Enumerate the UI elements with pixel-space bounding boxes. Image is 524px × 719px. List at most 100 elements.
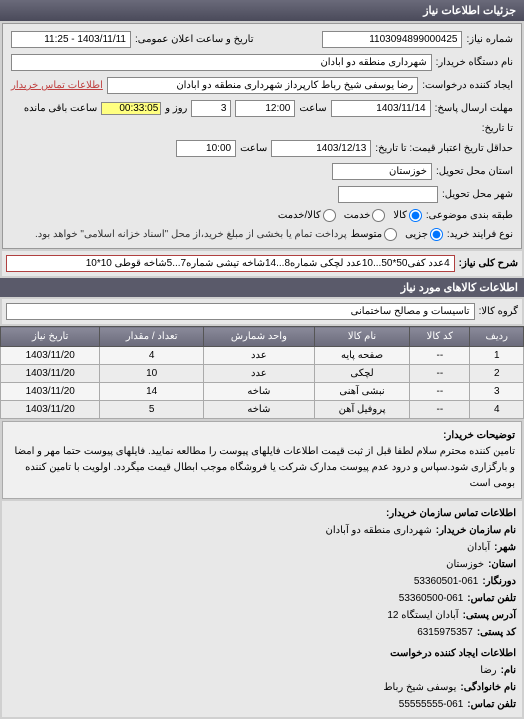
deadline-label: مهلت ارسال پاسخ: bbox=[435, 103, 513, 114]
th-date: تاریخ نیاز bbox=[1, 327, 100, 347]
datetime-label: تاریخ و ساعت اعلان عمومی: bbox=[135, 34, 254, 45]
need-number-input[interactable] bbox=[322, 31, 462, 48]
contact-title: اطلاعات تماس سازمان خریدار: bbox=[386, 505, 516, 522]
contact-phone-label: تلفن تماس: bbox=[467, 696, 516, 713]
th-code: کد کالا bbox=[410, 327, 470, 347]
group-label: گروه کالا: bbox=[479, 306, 518, 317]
phone-value: 53360500-061 bbox=[399, 590, 464, 607]
radio-goods[interactable]: کالا bbox=[393, 209, 422, 222]
table-cell: شاخه bbox=[203, 401, 314, 419]
phone-label: تلفن تماس: bbox=[467, 590, 516, 607]
radio-goods-input[interactable] bbox=[409, 209, 422, 222]
table-cell: 5 bbox=[100, 401, 203, 419]
th-unit: واحد شمارش bbox=[203, 327, 314, 347]
postal-value: 6315975357 bbox=[417, 624, 473, 641]
radio-service[interactable]: خدمت bbox=[344, 209, 386, 222]
table-cell: 1403/11/20 bbox=[1, 365, 100, 383]
need-number-label: شماره نیاز: bbox=[466, 34, 513, 45]
row-deadline: مهلت ارسال پاسخ: ساعت روز و ساعت باقی ما… bbox=[7, 97, 517, 120]
table-header-row: ردیف کد کالا نام کالا واحد شمارش تعداد /… bbox=[1, 327, 524, 347]
th-name: نام کالا bbox=[314, 327, 409, 347]
table-row: 2--لچکیعدد101403/11/20 bbox=[1, 365, 524, 383]
main-form-panel: شماره نیاز: تاریخ و ساعت اعلان عمومی: نا… bbox=[2, 23, 522, 249]
table-cell: پروفیل آهن bbox=[314, 401, 409, 419]
surname-label: نام خانوادگی: bbox=[460, 679, 516, 696]
deadline-date-input[interactable] bbox=[331, 100, 431, 117]
row-buyer-org: نام دستگاه خریدار: bbox=[7, 51, 517, 74]
table-cell: 3 bbox=[470, 383, 524, 401]
contact-link[interactable]: اطلاعات تماس خریدار bbox=[11, 80, 103, 91]
radio-service-input[interactable] bbox=[372, 209, 385, 222]
th-qty: تعداد / مقدار bbox=[100, 327, 203, 347]
creator-label: ایجاد کننده درخواست: bbox=[422, 80, 513, 91]
table-cell: صفحه پایه bbox=[314, 347, 409, 365]
items-table: ردیف کد کالا نام کالا واحد شمارش تعداد /… bbox=[0, 326, 524, 419]
table-row: 4--پروفیل آهنشاخه51403/11/20 bbox=[1, 401, 524, 419]
deadline-hour-input[interactable] bbox=[235, 100, 295, 117]
days-input[interactable] bbox=[191, 100, 231, 117]
row-validity: حداقل تاریخ اعتبار قیمت: تا تاریخ: ساعت bbox=[7, 137, 517, 160]
table-row: 3--نبشی آهنیشاخه141403/11/20 bbox=[1, 383, 524, 401]
header-title: جزئیات اطلاعات نیاز bbox=[423, 5, 516, 17]
table-cell: 4 bbox=[470, 401, 524, 419]
group-input[interactable] bbox=[6, 303, 475, 320]
radio-both[interactable]: کالا/خدمت bbox=[278, 209, 336, 222]
need-title-input[interactable] bbox=[6, 255, 455, 272]
contact-info-block: اطلاعات تماس سازمان خریدار: نام سازمان خ… bbox=[2, 501, 522, 717]
table-cell: لچکی bbox=[314, 365, 409, 383]
org-value: شهرداری منطقه دو آبادان bbox=[326, 522, 432, 539]
validity-date-input[interactable] bbox=[271, 140, 371, 157]
items-section-title: اطلاعات کالاهای مورد نیاز bbox=[0, 278, 524, 297]
row-purchase-type: نوع فرایند خرید: جزیی متوسط پرداخت تمام … bbox=[7, 225, 517, 244]
table-row: 1--صفحه پایهعدد41403/11/20 bbox=[1, 347, 524, 365]
table-cell: 10 bbox=[100, 365, 203, 383]
category-label: طبقه بندی موضوعی: bbox=[426, 210, 513, 221]
table-cell: 2 bbox=[470, 365, 524, 383]
name-value: رضا bbox=[480, 662, 496, 679]
table-cell: شاخه bbox=[203, 383, 314, 401]
radio-micro[interactable]: جزیی bbox=[405, 228, 443, 241]
city-label: شهر محل تحویل: bbox=[442, 189, 513, 200]
row-category: طبقه بندی موضوعی: کالا خدمت کالا/خدمت bbox=[7, 206, 517, 225]
until-label: تا تاریخ: bbox=[482, 123, 513, 134]
city-input[interactable] bbox=[338, 186, 438, 203]
radio-mid[interactable]: متوسط bbox=[351, 228, 397, 241]
validity-hour-input[interactable] bbox=[176, 140, 236, 157]
radio-both-input[interactable] bbox=[323, 209, 336, 222]
table-cell: 1403/11/20 bbox=[1, 383, 100, 401]
row-need-number: شماره نیاز: تاریخ و ساعت اعلان عمومی: bbox=[7, 28, 517, 51]
purchase-radio-group: جزیی متوسط bbox=[351, 228, 443, 241]
page-header: جزئیات اطلاعات نیاز bbox=[0, 0, 524, 21]
need-title-label: شرح کلی نیاز: bbox=[459, 258, 518, 269]
creator-input[interactable] bbox=[107, 77, 418, 94]
row-province: استان محل تحویل: bbox=[7, 160, 517, 183]
description-box: توضیحات خریدار: تامین کننده محترم سلام ل… bbox=[2, 421, 522, 499]
radio-micro-input[interactable] bbox=[430, 228, 443, 241]
table-cell: عدد bbox=[203, 347, 314, 365]
c-city-value: آبادان bbox=[467, 539, 490, 556]
th-row: ردیف bbox=[470, 327, 524, 347]
row-need-title: شرح کلی نیاز: bbox=[2, 251, 522, 276]
row-group: گروه کالا: bbox=[2, 299, 522, 324]
table-cell: -- bbox=[410, 365, 470, 383]
buyer-org-label: نام دستگاه خریدار: bbox=[436, 57, 513, 68]
radio-mid-input[interactable] bbox=[384, 228, 397, 241]
table-cell: عدد bbox=[203, 365, 314, 383]
table-cell: -- bbox=[410, 347, 470, 365]
c-city-label: شهر: bbox=[494, 539, 516, 556]
row-until: تا تاریخ: bbox=[7, 120, 517, 137]
postal-label: کد پستی: bbox=[477, 624, 516, 641]
name-label: نام: bbox=[501, 662, 516, 679]
table-cell: 4 bbox=[100, 347, 203, 365]
day-label: روز و bbox=[165, 103, 187, 114]
remain-label: ساعت باقی مانده bbox=[24, 103, 97, 114]
datetime-input[interactable] bbox=[11, 31, 131, 48]
province-input[interactable] bbox=[332, 163, 432, 180]
table-cell: 1403/11/20 bbox=[1, 347, 100, 365]
table-cell: نبشی آهنی bbox=[314, 383, 409, 401]
description-label: توضیحات خریدار: bbox=[443, 430, 515, 441]
table-cell: 14 bbox=[100, 383, 203, 401]
buyer-org-input[interactable] bbox=[11, 54, 432, 71]
purchase-type-label: نوع فرایند خرید: bbox=[447, 229, 513, 240]
org-label: نام سازمان خریدار: bbox=[436, 522, 516, 539]
